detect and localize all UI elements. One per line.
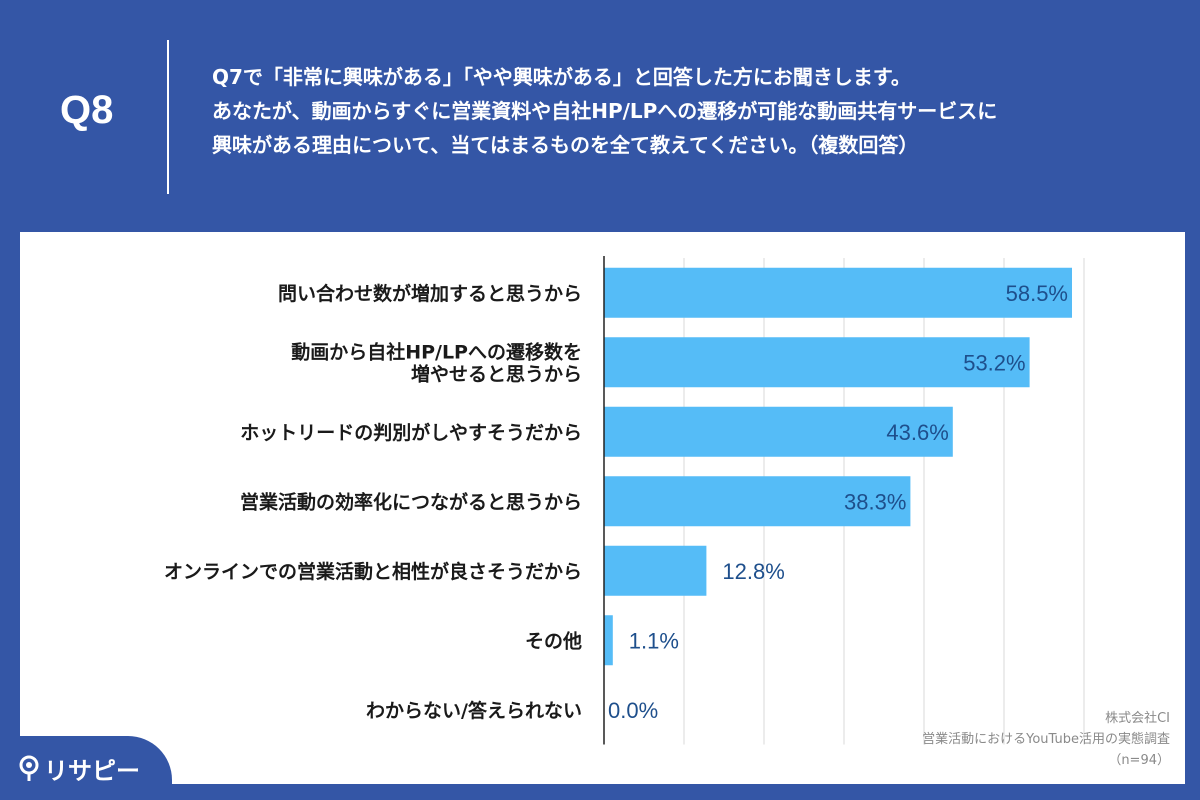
question-line-2: あなたが、動画からすぐに営業資料や自社HP/LPへの遷移が可能な動画共有サービス… [212, 99, 998, 123]
category-label-line: 動画から自社HP/LPへの遷移数を [291, 340, 582, 363]
value-label: 0.0% [608, 698, 658, 723]
value-label: 12.8% [722, 559, 784, 584]
category-label: 営業活動の効率化につながると思うから [240, 490, 582, 513]
category-label-line: 増やせると思うから [411, 362, 582, 385]
category-label: わからない/答えられない [366, 699, 582, 722]
category-label-line: オンラインでの営業活動と相性が良さそうだから [164, 560, 582, 583]
value-label: 38.3% [844, 489, 906, 514]
question-line-1: Q7で「非常に興味がある」「やや興味がある」と回答した方にお聞きします。 [212, 65, 911, 89]
logo-tab [0, 736, 172, 800]
logo-text: リサピー [44, 756, 140, 785]
bar [604, 267, 1072, 318]
value-label: 43.6% [886, 420, 948, 445]
value-label: 58.5% [1006, 281, 1068, 306]
bar [604, 545, 707, 596]
category-label-line: 問い合わせ数が増加すると思うから [278, 282, 582, 305]
bar [604, 406, 953, 457]
chart-panel: 58.5% 問い合わせ数が増加すると思うから 53.2% 動画から自社HP/LPへの遷… [20, 232, 1185, 784]
question-number-badge: Q8 [60, 88, 114, 132]
question-text: Q7で「非常に興味がある」「やや興味がある」と回答した方にお聞きします。 あなた… [212, 60, 1172, 162]
source-note: 株式会社CI 営業活動におけるYouTube活用の実態調査 （n=94） [922, 708, 1170, 771]
category-label-line: 営業活動の効率化につながると思うから [240, 490, 582, 513]
value-label: 1.1% [629, 628, 679, 653]
category-label: その他 [525, 629, 582, 652]
pin-icon [19, 755, 39, 781]
bar [604, 476, 911, 527]
category-label-line: その他 [525, 629, 582, 652]
value-label: 53.2% [963, 350, 1025, 375]
source-survey: 営業活動におけるYouTube活用の実態調査 [922, 732, 1170, 747]
source-company: 株式会社CI [1105, 711, 1170, 726]
category-label: 動画から自社HP/LPへの遷移数を増やせると思うから [291, 340, 582, 385]
category-label: オンラインでの営業活動と相性が良さそうだから [164, 560, 582, 583]
bar [604, 615, 613, 666]
category-label: 問い合わせ数が増加すると思うから [278, 282, 582, 305]
category-label: ホットリードの判別がしやすそうだから [240, 421, 582, 444]
category-label-line: ホットリードの判別がしやすそうだから [240, 421, 582, 444]
bar [604, 337, 1030, 388]
source-sample-size: （n=94） [1108, 753, 1170, 768]
question-line-3: 興味がある理由について、当てはまるものを全て教えてください。（複数回答） [212, 133, 919, 157]
category-label-line: わからない/答えられない [366, 699, 582, 722]
logo: リサピー [18, 750, 140, 786]
header-divider [167, 40, 169, 194]
bar-chart: 58.5% 問い合わせ数が増加すると思うから 53.2% 動画から自社HP/LPへの遷… [164, 256, 1085, 745]
